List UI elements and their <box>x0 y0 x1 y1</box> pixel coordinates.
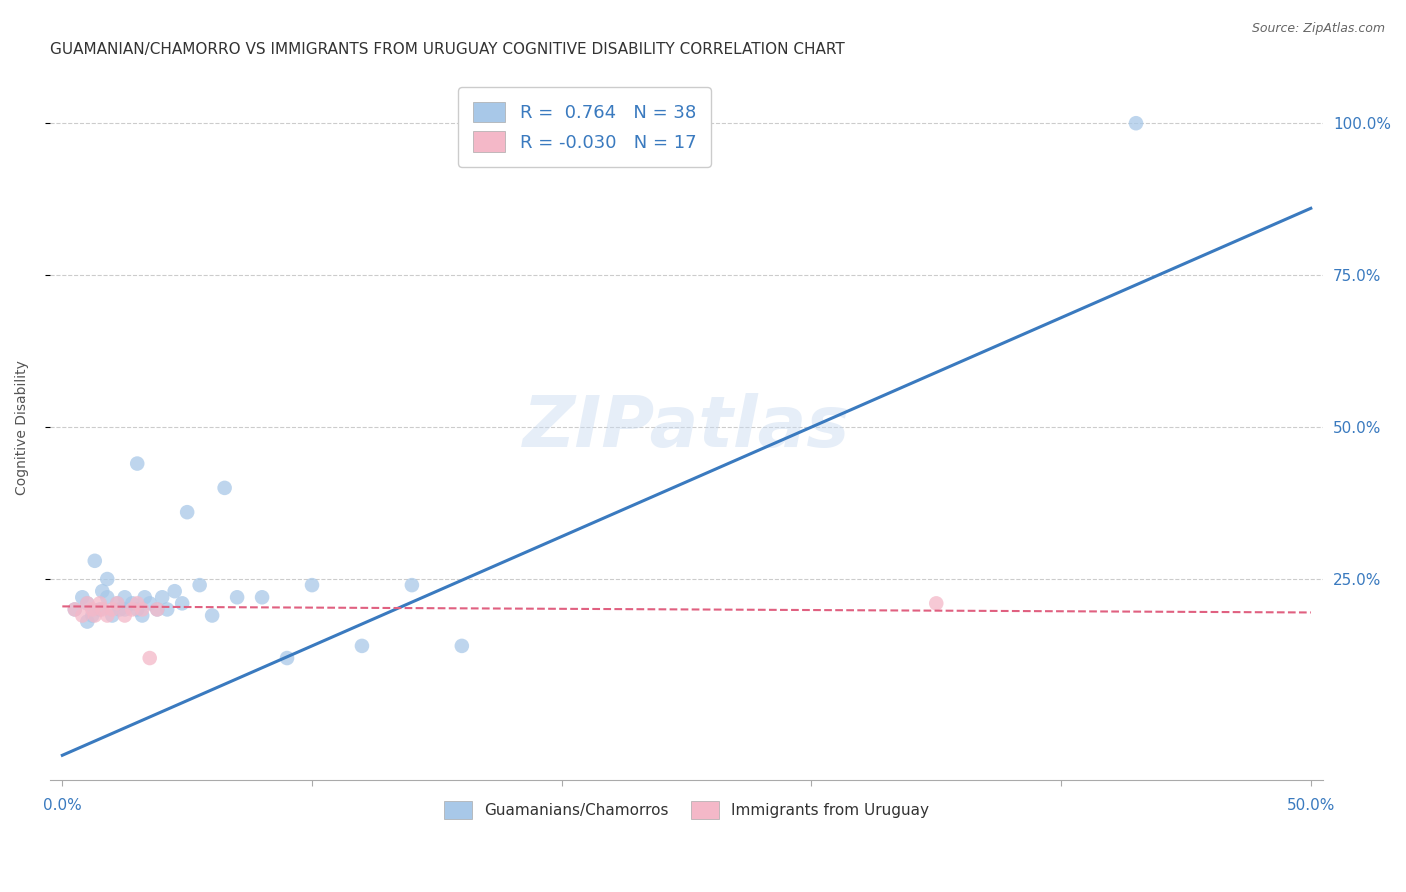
Point <box>89 596 111 610</box>
Point <box>91 602 114 616</box>
Point <box>89 602 111 616</box>
Point <box>82 602 104 616</box>
Text: Source: ZipAtlas.com: Source: ZipAtlas.com <box>1251 22 1385 36</box>
Point <box>63 602 86 616</box>
Point <box>76 596 98 610</box>
Point <box>96 608 118 623</box>
Point <box>83 608 105 623</box>
Point <box>214 481 236 495</box>
Point <box>1125 116 1147 130</box>
Point <box>925 596 948 610</box>
Point <box>188 578 211 592</box>
Point <box>163 584 186 599</box>
Point <box>105 596 128 610</box>
Point <box>114 591 136 605</box>
Point <box>131 602 153 616</box>
Y-axis label: Cognitive Disability: Cognitive Disability <box>15 359 30 494</box>
Point <box>156 602 179 616</box>
Point <box>138 596 160 610</box>
Point <box>63 602 86 616</box>
Point <box>250 591 273 605</box>
Point <box>138 651 160 665</box>
Point <box>301 578 323 592</box>
Point <box>114 602 136 616</box>
Point <box>131 608 153 623</box>
Point <box>450 639 472 653</box>
Point <box>72 591 94 605</box>
Text: 0.0%: 0.0% <box>44 797 82 813</box>
Point <box>114 608 136 623</box>
Point <box>146 602 169 616</box>
Text: 50.0%: 50.0% <box>1286 797 1334 813</box>
Point <box>121 596 143 610</box>
Point <box>150 591 173 605</box>
Point <box>96 572 118 586</box>
Point <box>96 591 118 605</box>
Point <box>201 608 224 623</box>
Point <box>76 615 98 629</box>
Legend: Guamanians/Chamorros, Immigrants from Uruguay: Guamanians/Chamorros, Immigrants from Ur… <box>439 795 935 825</box>
Point <box>127 457 149 471</box>
Point <box>226 591 249 605</box>
Point <box>101 602 124 616</box>
Point <box>91 584 114 599</box>
Point <box>276 651 298 665</box>
Point <box>105 596 128 610</box>
Point <box>401 578 423 592</box>
Point <box>83 554 105 568</box>
Text: ZIPatlas: ZIPatlas <box>523 392 851 461</box>
Point <box>176 505 198 519</box>
Point <box>172 596 194 610</box>
Text: GUAMANIAN/CHAMORRO VS IMMIGRANTS FROM URUGUAY COGNITIVE DISABILITY CORRELATION C: GUAMANIAN/CHAMORRO VS IMMIGRANTS FROM UR… <box>49 42 845 57</box>
Point <box>101 608 124 623</box>
Point <box>76 596 98 610</box>
Point <box>72 608 94 623</box>
Point <box>134 591 156 605</box>
Point <box>127 602 149 616</box>
Point <box>121 602 143 616</box>
Point <box>146 602 169 616</box>
Point <box>108 602 131 616</box>
Point <box>127 596 149 610</box>
Point <box>350 639 373 653</box>
Point <box>82 608 104 623</box>
